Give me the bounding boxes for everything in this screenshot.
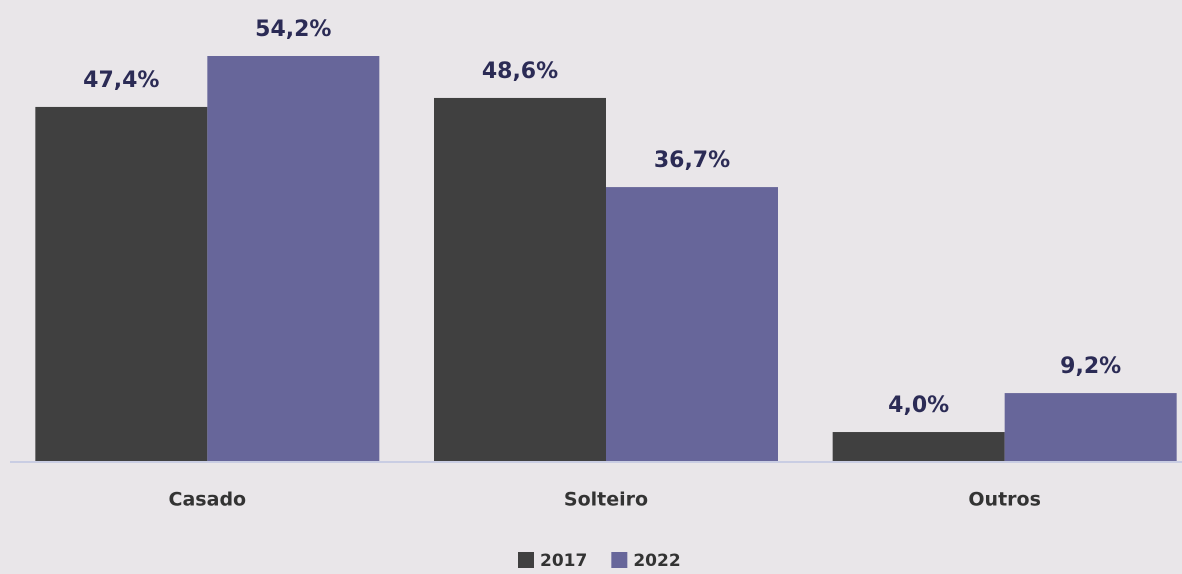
bar (207, 56, 380, 462)
legend-swatch (611, 552, 628, 568)
legend-label: 2022 (633, 551, 680, 571)
bar (434, 97, 606, 463)
legend-label: 2017 (540, 551, 587, 571)
x-tick-label: Outros (968, 489, 1041, 511)
value-label: 36,7% (654, 148, 730, 173)
value-label: 9,2% (1060, 354, 1121, 379)
bar (35, 106, 208, 463)
value-label: 54,2% (255, 17, 331, 42)
bar (1004, 393, 1177, 462)
value-label: 47,4% (83, 68, 159, 93)
x-tick-label: Casado (169, 489, 247, 511)
bar (606, 187, 778, 462)
x-tick-label: Solteiro (564, 489, 648, 511)
legend-swatch (518, 552, 534, 568)
bar (832, 432, 1005, 462)
value-label: 48,6% (482, 59, 558, 84)
value-label: 4,0% (888, 393, 949, 418)
